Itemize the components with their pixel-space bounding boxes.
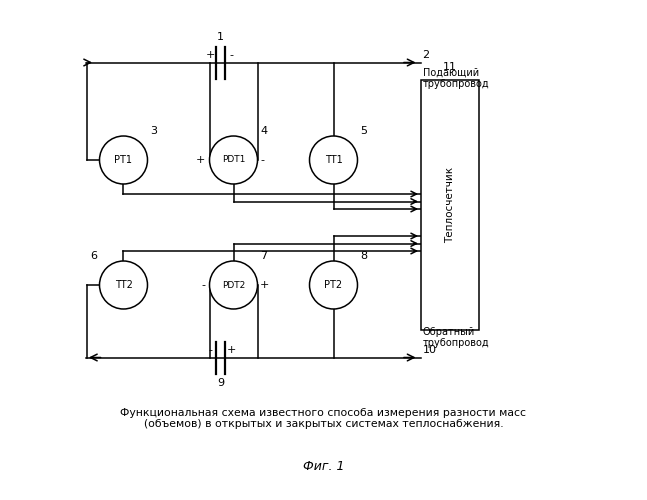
Text: -: - [229, 50, 233, 60]
Text: PT2: PT2 [324, 280, 342, 290]
Text: 10: 10 [422, 345, 437, 355]
Text: 1: 1 [217, 32, 224, 42]
Circle shape [210, 136, 258, 184]
Text: Теплосчетчик: Теплосчетчик [444, 167, 455, 243]
Text: 6: 6 [90, 251, 97, 261]
Text: 3: 3 [150, 126, 157, 136]
Text: PDT2: PDT2 [222, 280, 245, 289]
Text: +: + [260, 280, 269, 290]
Text: -: - [201, 280, 206, 290]
Text: 7: 7 [260, 251, 267, 261]
Text: +: + [226, 345, 236, 355]
Text: +: + [205, 50, 215, 60]
Text: 9: 9 [217, 378, 224, 388]
Text: 11: 11 [443, 62, 457, 72]
Text: -: - [208, 345, 212, 355]
Text: Подающий
трубопровод: Подающий трубопровод [422, 68, 489, 89]
Circle shape [309, 136, 358, 184]
Bar [421, 80, 479, 330]
Text: 2: 2 [422, 50, 430, 60]
Text: 5: 5 [360, 126, 367, 136]
Text: 8: 8 [360, 251, 367, 261]
Text: +: + [196, 155, 206, 165]
Text: 4: 4 [260, 126, 267, 136]
Text: Фиг. 1: Фиг. 1 [303, 460, 344, 472]
Text: -: - [260, 155, 264, 165]
Text: TT2: TT2 [115, 280, 133, 290]
Circle shape [100, 261, 148, 309]
Text: PDT1: PDT1 [222, 156, 245, 164]
Circle shape [309, 261, 358, 309]
Circle shape [100, 136, 148, 184]
Text: Обратный
трубопровод: Обратный трубопровод [422, 327, 489, 348]
Circle shape [210, 261, 258, 309]
Text: TT1: TT1 [325, 155, 342, 165]
Text: Функциональная схема известного способа измерения разности масс
(объемов) в откр: Функциональная схема известного способа … [120, 408, 527, 429]
Text: PT1: PT1 [115, 155, 133, 165]
